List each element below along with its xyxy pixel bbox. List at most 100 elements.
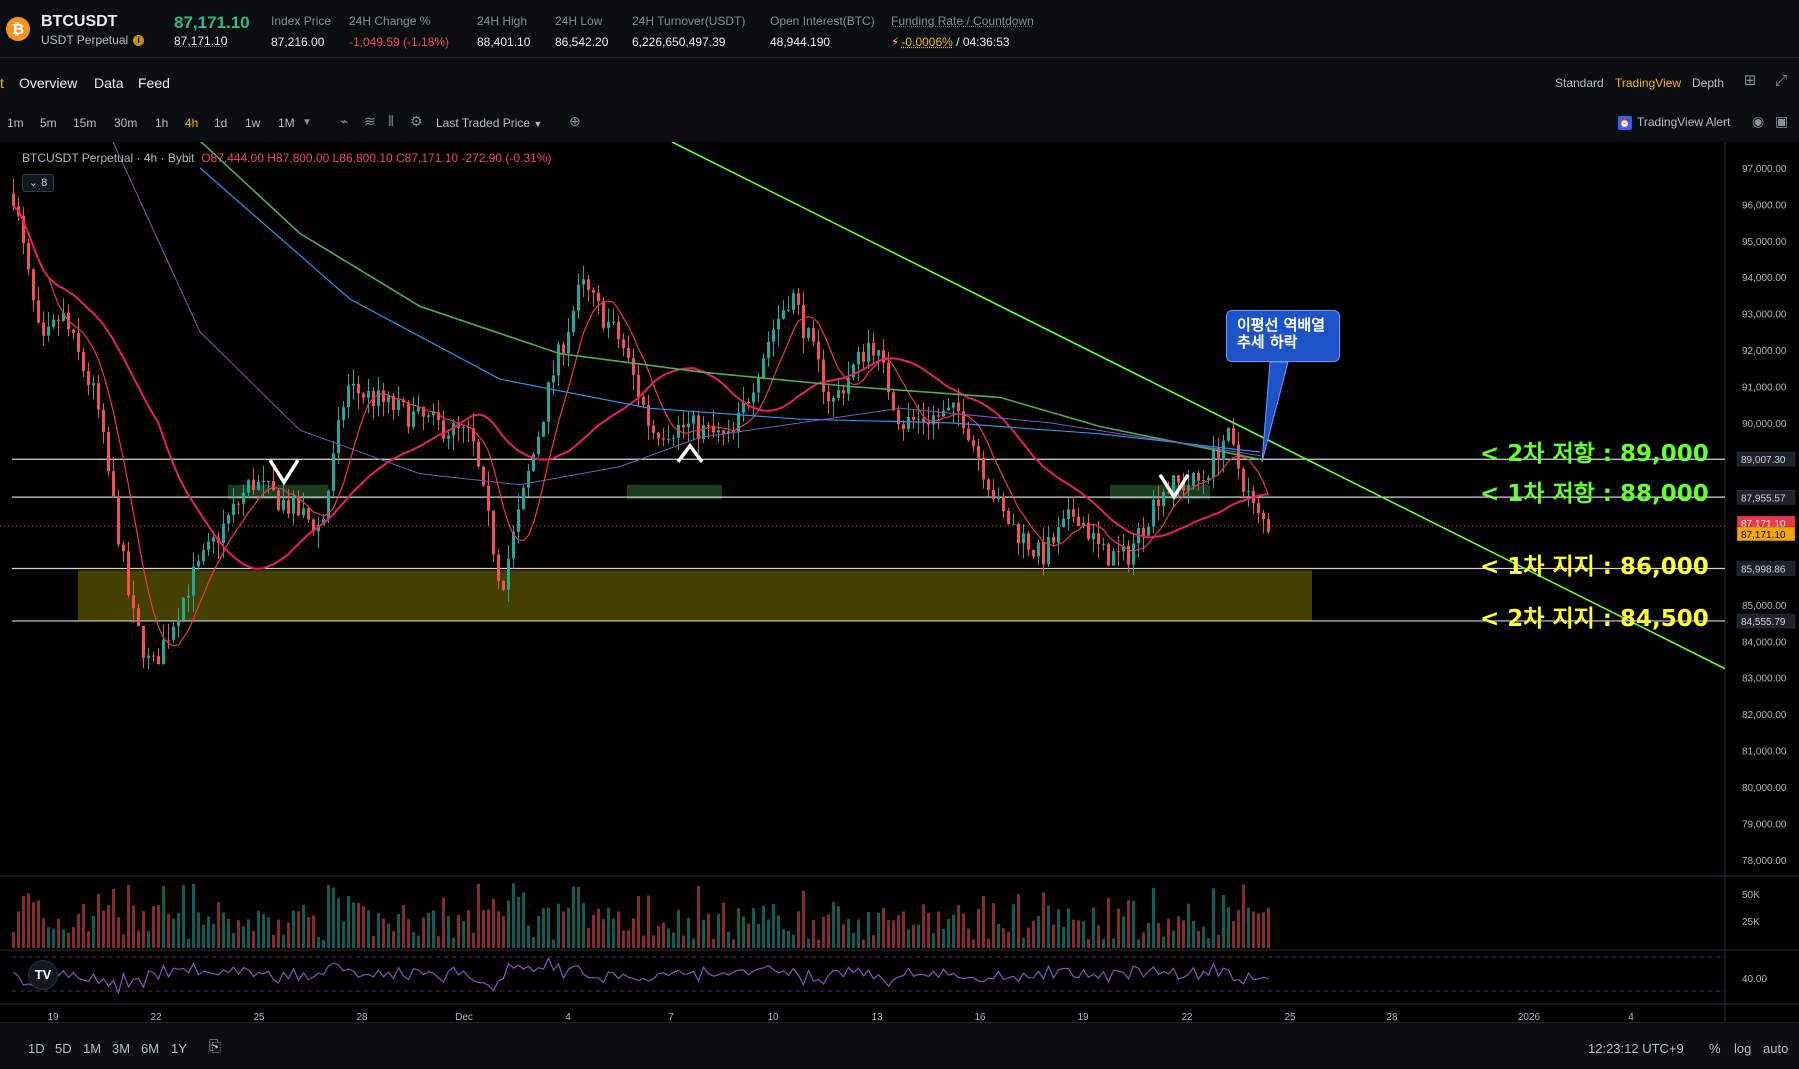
candles-icon[interactable]: ⫴ xyxy=(388,113,394,129)
range-1d[interactable]: 1D xyxy=(28,1041,45,1056)
support-zone xyxy=(78,570,1312,622)
stat-index-price: Index Price 87,216.00 xyxy=(271,14,331,49)
symbol-name[interactable]: BTCUSDT xyxy=(41,13,118,30)
camera-icon[interactable]: ◉ xyxy=(1752,113,1765,129)
candle-body xyxy=(922,418,925,423)
stat-funding-rate[interactable]: Funding Rate / Countdown ⚡ -0.0006% / 04:… xyxy=(891,14,1034,49)
price-chart[interactable]: 97,000.00 96,000.00 95,000.00 94,000.00 93,0… xyxy=(0,142,1799,1022)
interval-30m[interactable]: 30m xyxy=(114,116,138,130)
volume-axis-label: 50K xyxy=(1742,890,1760,901)
chevron-down-icon[interactable]: ▼ xyxy=(302,117,312,128)
tradingview-alert-button[interactable]: ⏰ TradingView Alert xyxy=(1618,115,1730,130)
view-tradingview[interactable]: TradingView xyxy=(1615,76,1682,90)
volume-bar xyxy=(392,931,395,948)
interval-15m[interactable]: 15m xyxy=(73,116,97,130)
volume-bar xyxy=(222,912,225,948)
volume-bar xyxy=(587,927,590,948)
price-source-select[interactable]: Last Traded Price ▼ xyxy=(436,116,542,130)
volume-bar xyxy=(897,915,900,948)
interval-1m[interactable]: 1m xyxy=(7,116,24,130)
price-tag xyxy=(1736,526,1796,542)
time-axis-label: 25 xyxy=(253,1012,265,1022)
tab-overview[interactable]: Overview xyxy=(19,75,78,91)
volume-bar xyxy=(987,938,990,948)
clock[interactable]: 12:23:12 UTC+9 xyxy=(1588,1041,1684,1056)
volume-bar xyxy=(1187,903,1190,948)
view-depth[interactable]: Depth xyxy=(1692,76,1725,90)
chart-area[interactable]: 97,000.00 96,000.00 95,000.00 94,000.00 93,0… xyxy=(0,142,1799,1022)
fullscreen-icon[interactable]: ▣ xyxy=(1775,113,1789,129)
range-6m[interactable]: 6M xyxy=(141,1041,160,1056)
indicator-toggle[interactable]: ⌄ 8 xyxy=(22,174,54,192)
candle-body xyxy=(502,580,505,590)
candle-body xyxy=(37,300,40,323)
time-axis-label: 16 xyxy=(974,1012,986,1022)
volume-bar xyxy=(847,919,850,948)
layout-grid-icon[interactable]: ⊞ xyxy=(1743,72,1757,89)
volume-bar xyxy=(657,925,660,948)
candle-body xyxy=(987,479,990,491)
info-icon[interactable]: i xyxy=(133,35,145,47)
settings-icon[interactable]: ⚙ xyxy=(410,113,423,129)
expand-icon[interactable]: ⤢ xyxy=(1774,72,1787,89)
candle-body xyxy=(1037,542,1040,557)
candle-body xyxy=(492,510,495,555)
volume-bar xyxy=(427,912,430,948)
volume-bar xyxy=(1032,920,1035,948)
volume-bar xyxy=(407,919,410,948)
candle-body xyxy=(42,322,45,336)
add-icon[interactable]: ⊕ xyxy=(569,113,581,129)
interval-1M[interactable]: 1M xyxy=(278,116,295,130)
range-5d[interactable]: 5D xyxy=(55,1041,72,1056)
interval-4h[interactable]: 4h xyxy=(185,116,199,130)
range-1m[interactable]: 1M xyxy=(83,1041,102,1056)
volume-bar xyxy=(357,902,360,948)
volume-bar xyxy=(697,885,700,948)
candle-body xyxy=(262,481,265,483)
candle-body xyxy=(572,310,575,332)
price-tag xyxy=(1736,561,1796,576)
chart-type-icon[interactable]: ⌁ xyxy=(340,113,349,129)
candle-body xyxy=(232,503,235,516)
tab-data[interactable]: Data xyxy=(94,75,124,91)
tab-chart-fragment[interactable]: t xyxy=(0,75,4,91)
interval-1d[interactable]: 1d xyxy=(214,116,228,130)
candle-body xyxy=(1067,509,1070,519)
percent-toggle[interactable]: % xyxy=(1709,1041,1721,1056)
interval-1h[interactable]: 1h xyxy=(155,116,169,130)
candle-body xyxy=(212,537,215,542)
volume-bar xyxy=(577,887,580,948)
volume-bar xyxy=(1167,918,1170,948)
interval-5m[interactable]: 5m xyxy=(40,116,57,130)
volume-bar xyxy=(437,936,440,948)
volume-bar xyxy=(317,937,320,948)
stat-value: 88,401.10 xyxy=(477,35,531,49)
candle-body xyxy=(947,407,950,411)
volume-bar xyxy=(107,905,110,948)
candle-body xyxy=(932,415,935,425)
indicators-icon[interactable]: ≋ xyxy=(364,113,376,129)
volume-bar xyxy=(1177,916,1180,948)
price-axis-label: 95,000.00 xyxy=(1742,237,1787,248)
volume-bar xyxy=(1022,937,1025,948)
volume-bar xyxy=(772,904,775,948)
candle-body xyxy=(687,423,690,428)
range-1y[interactable]: 1Y xyxy=(171,1041,187,1056)
interval-1w[interactable]: 1w xyxy=(245,116,261,130)
tradingview-logo[interactable]: TV xyxy=(28,960,58,990)
volume-bar xyxy=(662,922,665,948)
calendar-icon[interactable]: ⎘ xyxy=(209,1038,222,1055)
tab-feed[interactable]: Feed xyxy=(138,75,170,91)
view-standard[interactable]: Standard xyxy=(1555,76,1604,90)
candle-body xyxy=(32,269,35,301)
volume-bar xyxy=(1147,923,1150,948)
candle-body xyxy=(162,639,165,665)
log-toggle[interactable]: log xyxy=(1734,1041,1752,1056)
stat-value: 87,216.00 xyxy=(271,35,325,49)
volume-bar xyxy=(247,919,250,948)
volume-bar xyxy=(262,914,265,948)
candle-body xyxy=(852,364,855,378)
range-3m[interactable]: 3M xyxy=(112,1041,131,1056)
auto-toggle[interactable]: auto xyxy=(1763,1041,1789,1056)
candle-body xyxy=(652,425,655,433)
